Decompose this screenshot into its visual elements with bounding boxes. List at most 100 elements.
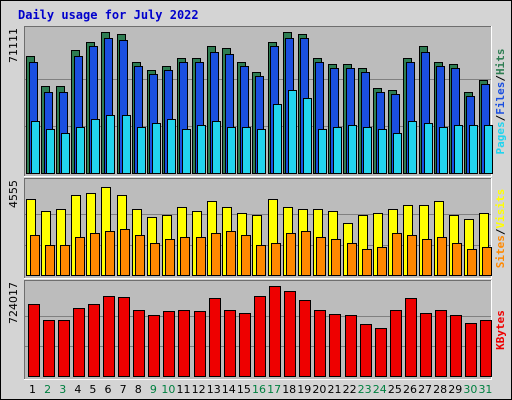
bar-sites-day-9	[150, 243, 160, 276]
x-tick-label-day-28: 28	[433, 383, 447, 396]
bar-pages-day-18	[288, 90, 297, 174]
x-tick-label-day-15: 15	[237, 383, 251, 396]
x-tick-label-day-2: 2	[44, 383, 51, 396]
bar-pages-day-6	[106, 115, 115, 174]
bar-pages-day-30	[469, 125, 478, 174]
panel-requests-ymax-label: 71111	[7, 28, 20, 63]
bar-pages-day-15	[242, 127, 251, 174]
bar-kbytes-day-19	[299, 300, 311, 377]
x-tick-label-day-22: 22	[343, 383, 357, 396]
bar-pages-day-28	[439, 127, 448, 174]
panel-requests-legend-item: Pages	[494, 121, 507, 154]
bar-pages-day-17	[273, 104, 282, 174]
bar-pages-day-29	[454, 125, 463, 174]
panel-visits-ymax-label: 4555	[7, 180, 20, 208]
bar-kbytes-day-18	[284, 291, 296, 377]
bar-pages-day-5	[91, 119, 100, 174]
x-tick-label-day-25: 25	[388, 383, 402, 396]
bar-kbytes-day-31	[480, 320, 492, 377]
bar-pages-day-2	[46, 129, 55, 174]
bar-pages-day-21	[333, 127, 342, 174]
bar-pages-day-7	[122, 115, 131, 174]
x-tick-label-day-7: 7	[120, 383, 127, 396]
bar-pages-day-23	[363, 127, 372, 174]
x-tick-label-day-31: 31	[478, 383, 492, 396]
x-tick-label-day-3: 3	[59, 383, 66, 396]
bar-pages-day-19	[303, 98, 312, 174]
bar-sites-day-20	[316, 237, 326, 276]
x-tick-label-day-16: 16	[252, 383, 266, 396]
bar-sites-day-5	[90, 233, 100, 276]
bar-pages-day-3	[61, 133, 70, 174]
x-tick-label-day-9: 9	[150, 383, 157, 396]
panel-kbytes-legend-item: KBytes	[494, 310, 507, 350]
bar-sites-day-17	[271, 243, 281, 276]
bar-pages-day-20	[318, 129, 327, 174]
bar-pages-day-12	[197, 125, 206, 174]
x-tick-label-day-19: 19	[297, 383, 311, 396]
panel-visits-legend-item: /	[494, 228, 507, 235]
x-tick-label-day-12: 12	[192, 383, 206, 396]
panel-requests-legend-item: /	[494, 114, 507, 121]
panel-visits-legend: Sites/Visits	[494, 189, 507, 269]
bar-pages-day-9	[152, 123, 161, 174]
x-tick-label-day-29: 29	[448, 383, 462, 396]
bar-kbytes-day-14	[224, 310, 236, 377]
bar-sites-day-3	[60, 245, 70, 276]
bar-kbytes-day-5	[88, 304, 100, 377]
bar-pages-day-16	[257, 129, 266, 174]
bar-pages-day-31	[484, 125, 493, 174]
bar-kbytes-day-24	[375, 328, 387, 377]
bar-pages-day-10	[167, 119, 176, 174]
bar-sites-day-24	[377, 247, 387, 276]
bar-pages-day-27	[424, 123, 433, 174]
panel-requests-legend-item: Hits	[494, 49, 507, 76]
bar-sites-day-16	[256, 245, 266, 276]
panel-requests-legend: Pages/Files/Hits	[494, 49, 507, 155]
bar-sites-day-4	[75, 237, 85, 276]
bar-pages-day-22	[348, 125, 357, 174]
x-tick-label-day-6: 6	[105, 383, 112, 396]
bar-kbytes-day-16	[254, 296, 266, 377]
bar-sites-day-22	[347, 243, 357, 276]
panel-kbytes-legend: KBytes	[494, 310, 507, 350]
bar-kbytes-day-11	[178, 310, 190, 377]
bar-sites-day-15	[241, 235, 251, 276]
bar-kbytes-day-26	[405, 298, 417, 377]
bar-kbytes-day-2	[43, 320, 55, 377]
x-tick-label-day-14: 14	[222, 383, 236, 396]
bar-sites-day-13	[211, 233, 221, 276]
bar-kbytes-day-3	[58, 320, 70, 377]
bar-pages-day-25	[393, 133, 402, 174]
panels-layer: 71111Pages/Files/Hits4555Sites/Visits724…	[7, 26, 507, 380]
x-axis-labels: 1 2 3 4 5 6 7 8 9 10 11 12 13 14 15 16 17 18 19 20 21 22 23 24 2…	[29, 383, 492, 396]
bar-kbytes-day-7	[118, 297, 130, 377]
bar-kbytes-day-1	[28, 304, 40, 377]
bar-sites-day-21	[331, 239, 341, 276]
bar-sites-day-12	[196, 237, 206, 276]
bar-sites-day-10	[165, 239, 175, 276]
bar-kbytes-day-12	[194, 311, 206, 377]
bar-pages-day-14	[227, 127, 236, 174]
bar-kbytes-day-30	[465, 323, 477, 377]
panel-visits-legend-item: Visits	[494, 189, 507, 229]
bar-sites-day-29	[452, 243, 462, 276]
bar-sites-day-28	[437, 237, 447, 276]
bar-sites-day-30	[467, 249, 477, 276]
bar-kbytes-day-8	[133, 310, 145, 377]
bar-kbytes-day-4	[73, 308, 85, 377]
x-tick-label-day-13: 13	[207, 383, 221, 396]
x-tick-label-day-21: 21	[327, 383, 341, 396]
x-tick-label-day-10: 10	[161, 383, 175, 396]
chart-title: Daily usage for July 2022	[18, 8, 199, 22]
bar-pages-day-26	[408, 121, 417, 174]
x-tick-label-day-11: 11	[177, 383, 191, 396]
bar-kbytes-day-20	[314, 310, 326, 377]
bar-kbytes-day-15	[239, 313, 251, 377]
x-tick-label-day-8: 8	[135, 383, 142, 396]
bar-sites-day-25	[392, 233, 402, 276]
panel-visits-legend-item: Sites	[494, 235, 507, 268]
x-tick-label-day-24: 24	[373, 383, 387, 396]
